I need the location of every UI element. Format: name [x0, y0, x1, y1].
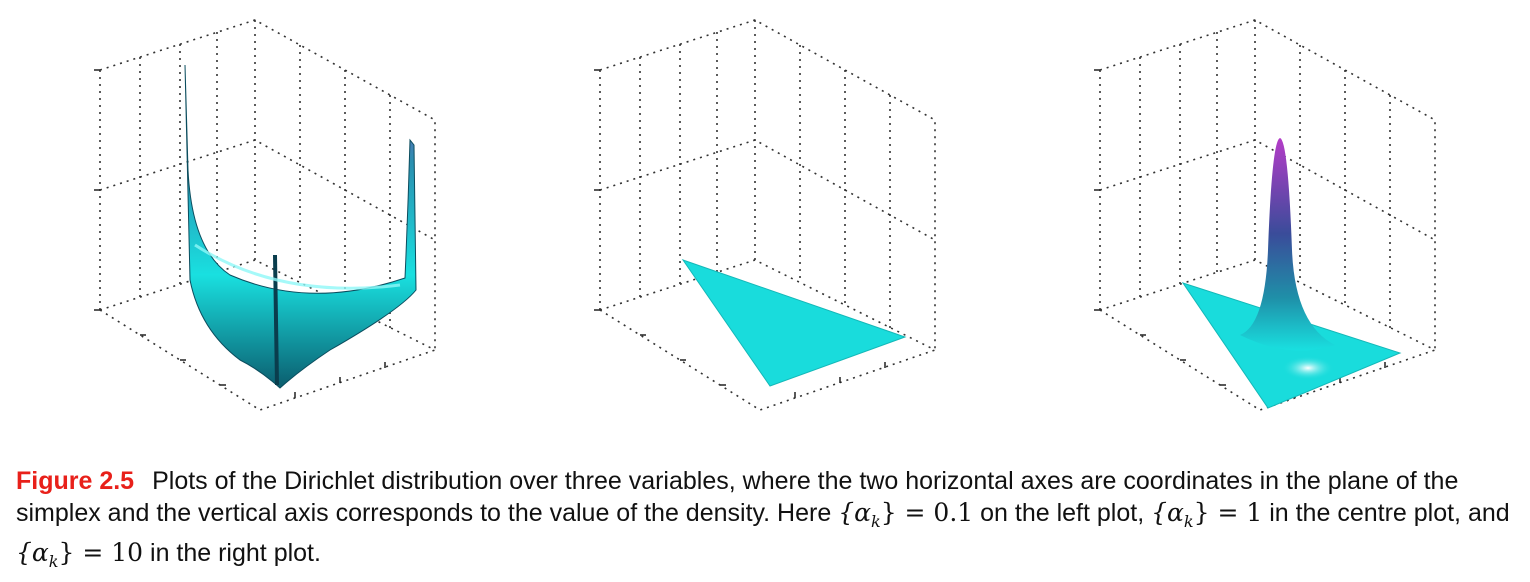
- figure-caption: Figure 2.5 Plots of the Dirichlet distrib…: [16, 466, 1516, 577]
- figure-plots: [80, 10, 1520, 430]
- caption-text-2: on the left plot,: [973, 499, 1152, 527]
- plot-alpha-1: [580, 10, 1020, 430]
- caption-text-4: in the right plot.: [143, 539, 321, 567]
- centre-spike: [273, 255, 279, 385]
- caption-text-1: Plots of the Dirichlet distribution over…: [16, 467, 1459, 527]
- plot-alpha-10-svg: [1094, 19, 1436, 411]
- caption-math-2: {αk} = 1: [1151, 498, 1263, 531]
- plot-alpha-0-1-svg: [94, 19, 436, 411]
- caption-math-3: {αk} = 10: [16, 538, 144, 571]
- plot-alpha-1-svg: [594, 19, 936, 411]
- axis-ticks: [594, 69, 886, 398]
- surface-highlight: [194, 243, 401, 290]
- density-surface: [681, 259, 907, 387]
- caption-math-1: {αk} = 0.1: [838, 498, 974, 531]
- plot-alpha-0-1: [80, 10, 520, 430]
- peak-glow: [1282, 356, 1334, 380]
- caption-text-3: in the centre plot, and: [1262, 499, 1510, 527]
- axis-ticks: [94, 69, 386, 398]
- plot-alpha-10: [1080, 10, 1520, 430]
- density-surface: [184, 64, 417, 389]
- figure-label: Figure 2.5: [16, 467, 135, 495]
- density-peak: [1240, 138, 1335, 351]
